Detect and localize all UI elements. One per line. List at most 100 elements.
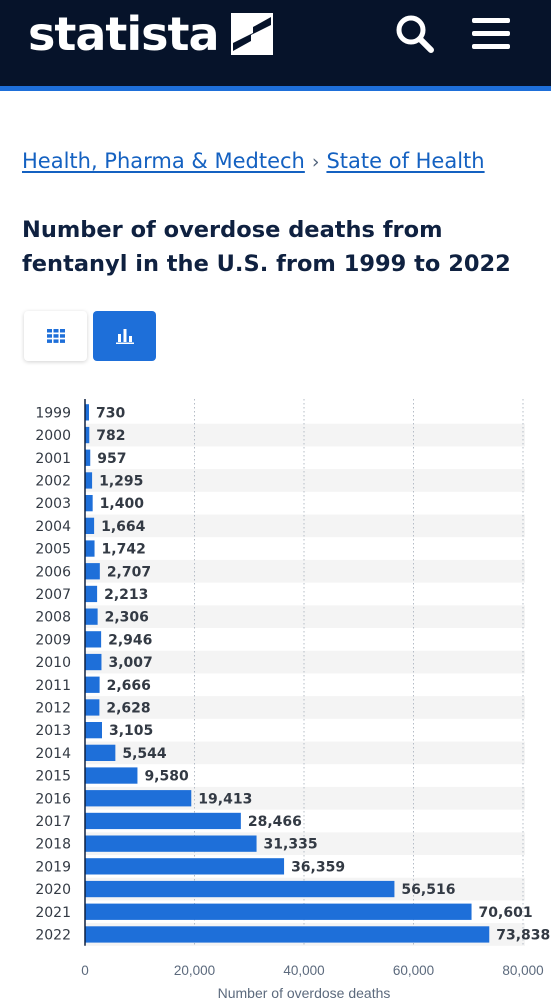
search-button[interactable] — [393, 12, 437, 56]
logo-text: statista — [28, 7, 220, 61]
value-label: 2,213 — [104, 587, 148, 603]
value-label: 957 — [97, 451, 126, 467]
bar — [85, 790, 192, 807]
bar — [85, 676, 100, 693]
breadcrumb: Health, Pharma & Medtech › State of Health — [22, 146, 485, 177]
x-tick-label: 20,000 — [174, 963, 215, 978]
category-label: 2009 — [35, 632, 71, 648]
chart-view-button[interactable] — [93, 311, 156, 361]
row-stripe — [85, 605, 525, 628]
category-label: 2006 — [35, 564, 71, 580]
value-label: 2,306 — [105, 610, 149, 626]
bar — [85, 858, 285, 875]
bar — [85, 699, 100, 716]
x-tick-label: 0 — [81, 963, 89, 978]
bar — [85, 563, 100, 580]
fentanyl-deaths-bar-chart: 1999 730 2000 782 2001 957 2002 1,295 2003 1,400 2… — [0, 392, 551, 1000]
row-stripe — [85, 469, 525, 492]
bar — [85, 449, 91, 466]
bar — [85, 472, 93, 489]
category-label: 2019 — [35, 859, 71, 875]
category-label: 2007 — [35, 587, 71, 603]
value-label: 2,946 — [108, 632, 152, 648]
value-label: 36,359 — [291, 859, 345, 875]
header-accent-bar — [0, 86, 551, 91]
breadcrumb-link-health-pharma-medtech[interactable]: Health, Pharma & Medtech — [22, 149, 305, 173]
bar — [85, 631, 102, 648]
bar — [85, 767, 138, 784]
category-label: 2020 — [35, 882, 71, 898]
category-label: 2010 — [35, 655, 71, 671]
value-label: 3,105 — [109, 723, 153, 739]
value-label: 782 — [96, 428, 125, 444]
value-label: 730 — [96, 405, 125, 421]
value-label: 1,295 — [99, 473, 143, 489]
value-label: 2,666 — [107, 678, 151, 694]
bar — [85, 926, 490, 943]
page-title: Number of overdose deaths from fentanyl … — [22, 217, 511, 277]
value-label: 1,664 — [101, 519, 146, 535]
category-label: 2005 — [35, 542, 71, 558]
menu-button[interactable] — [468, 12, 514, 56]
table-view-button[interactable] — [24, 311, 87, 361]
table-grid-icon — [46, 329, 65, 343]
category-label: 2002 — [35, 473, 71, 489]
category-label: 2001 — [35, 451, 71, 467]
bar-chart-icon — [115, 329, 134, 344]
value-label: 1,400 — [100, 496, 145, 512]
value-label: 3,007 — [108, 655, 152, 671]
bar — [85, 540, 95, 557]
category-label: 2016 — [35, 791, 71, 807]
x-tick-label: 80,000 — [502, 963, 543, 978]
x-axis-label: Number of overdose deaths — [218, 985, 391, 1000]
top-navigation-bar: statista — [0, 0, 551, 86]
logo-mark-icon — [230, 13, 273, 55]
bar — [85, 608, 98, 625]
breadcrumb-separator: › — [311, 151, 320, 173]
category-label: 2017 — [35, 814, 71, 830]
value-label: 1,742 — [102, 542, 146, 558]
bar — [85, 722, 102, 739]
bar — [85, 404, 89, 421]
x-tick-label: 40,000 — [283, 963, 324, 978]
category-label: 2021 — [35, 905, 71, 921]
bar — [85, 495, 93, 512]
category-label: 2014 — [35, 746, 71, 762]
bar-chart-svg: 1999 730 2000 782 2001 957 2002 1,295 2003 1,400 2… — [35, 399, 550, 1000]
value-label: 5,544 — [122, 746, 167, 762]
search-icon — [396, 15, 434, 53]
value-label: 56,516 — [401, 882, 455, 898]
bar — [85, 517, 95, 534]
bar — [85, 903, 472, 920]
bar — [85, 812, 241, 830]
category-label: 2004 — [35, 519, 71, 535]
category-label: 2008 — [35, 610, 71, 626]
value-label: 9,580 — [144, 769, 189, 785]
row-stripe — [85, 423, 525, 447]
category-label: 2018 — [35, 837, 71, 853]
value-label: 2,628 — [106, 700, 150, 716]
value-label: 28,466 — [248, 814, 302, 830]
value-label: 73,838 — [496, 927, 550, 943]
hamburger-menu-icon — [472, 18, 510, 49]
x-tick-label: 60,000 — [393, 963, 434, 978]
value-label: 19,413 — [198, 791, 252, 807]
row-stripe — [85, 514, 525, 538]
bar — [85, 653, 102, 671]
breadcrumb-link-state-of-health[interactable]: State of Health — [326, 149, 485, 173]
category-label: 2012 — [35, 700, 71, 716]
category-label: 2013 — [35, 723, 71, 739]
bar — [85, 835, 257, 852]
statista-logo[interactable]: statista — [28, 6, 273, 62]
category-label: 2000 — [35, 428, 71, 444]
row-stripe — [85, 559, 525, 583]
value-label: 70,601 — [479, 905, 533, 921]
bar — [85, 585, 98, 603]
value-label: 2,707 — [107, 564, 151, 580]
row-stripe — [85, 696, 525, 719]
value-label: 31,335 — [264, 837, 318, 853]
category-label: 2011 — [35, 678, 71, 694]
category-label: 2015 — [35, 769, 71, 785]
view-toggle — [24, 311, 156, 361]
category-label: 1999 — [35, 405, 71, 421]
